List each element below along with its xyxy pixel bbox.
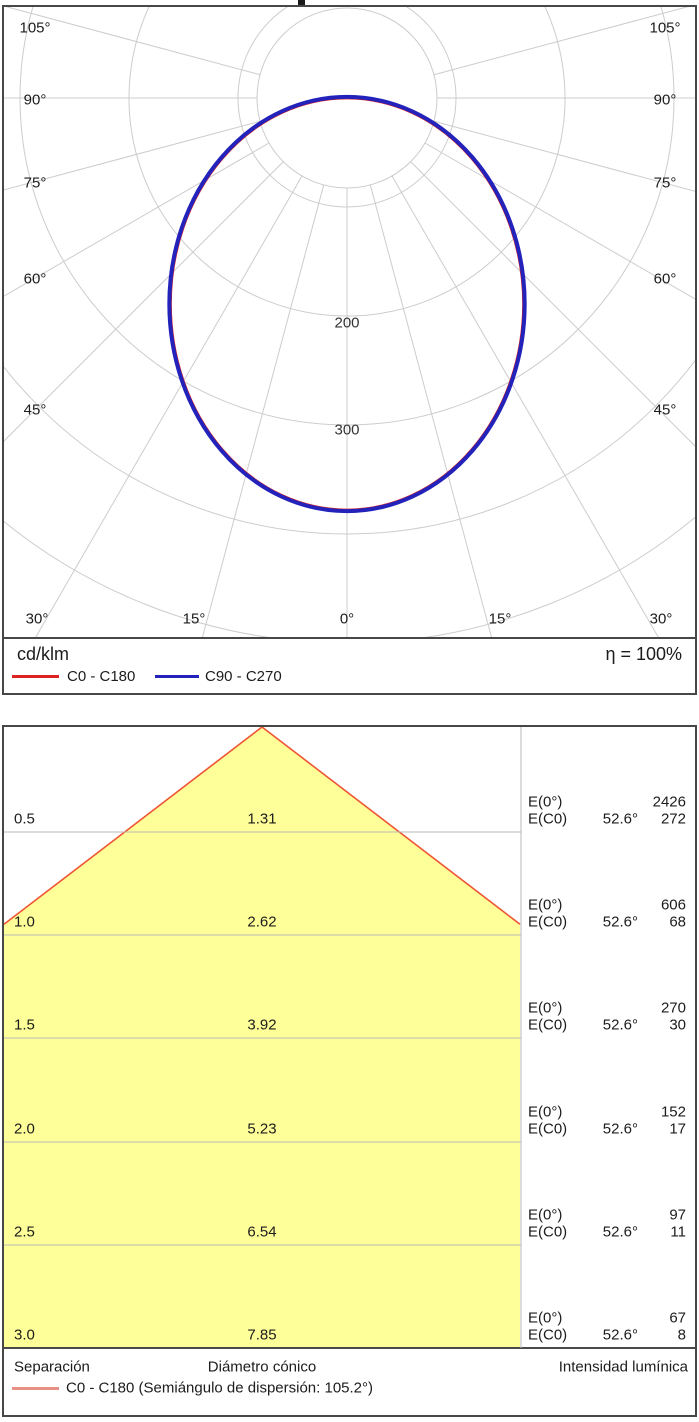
cone-legend-label: C0 - C180 (Semiángulo de dispersión: 105… bbox=[66, 1379, 374, 1397]
ec0-value: 272 bbox=[660, 810, 686, 828]
e0-label: E(0°) bbox=[528, 1309, 563, 1327]
separation-value: 3.0 bbox=[14, 1326, 35, 1344]
e0-value: 97 bbox=[669, 1206, 686, 1224]
polar-legend: cd/klm η = 100% C0 - C180 C90 - C270 bbox=[4, 639, 695, 693]
c0-c180-swatch bbox=[12, 675, 59, 678]
e0-label: E(0°) bbox=[528, 999, 563, 1017]
separation-value: 2.0 bbox=[14, 1120, 35, 1138]
separation-value: 1.5 bbox=[14, 1016, 35, 1034]
footer-diameter-label: Diámetro cónico bbox=[207, 1358, 317, 1376]
polar-angle-label-left: 105° bbox=[19, 19, 51, 37]
polar-angle-label-bottom: 30° bbox=[25, 610, 49, 628]
e0-value: 67 bbox=[669, 1309, 686, 1327]
cone-diameter-value: 6.54 bbox=[247, 1223, 277, 1241]
polar-angle-label-bottom: 15° bbox=[182, 610, 206, 628]
ec0-angle: 52.6° bbox=[602, 1223, 638, 1241]
polar-angle-label-left: 75° bbox=[23, 174, 47, 192]
ec0-label: E(C0) bbox=[528, 1016, 568, 1034]
separation-value: 0.5 bbox=[14, 810, 35, 828]
c0-c180-label: C0 - C180 bbox=[67, 668, 136, 685]
polar-diagram-panel: 105° 90° 75° 60° 45° 105° 90° 75° 60° 45° 30° 15° 0°… bbox=[2, 5, 697, 695]
polar-ring-value-label: 200 bbox=[334, 314, 360, 332]
e0-value: 152 bbox=[660, 1103, 686, 1121]
e0-value: 606 bbox=[660, 896, 686, 914]
efficiency-label: η = 100% bbox=[605, 644, 682, 664]
polar-angle-label-right: 90° bbox=[653, 91, 677, 109]
ec0-value: 8 bbox=[677, 1326, 686, 1344]
cone-diameter-value: 2.62 bbox=[247, 913, 277, 931]
polar-angle-label-right: 75° bbox=[653, 174, 677, 192]
ec0-angle: 52.6° bbox=[602, 913, 638, 931]
cone-diameter-value: 7.85 bbox=[247, 1326, 277, 1344]
polar-ring-value-label: 300 bbox=[334, 421, 360, 439]
e0-label: E(0°) bbox=[528, 793, 563, 811]
polar-angle-label-left: 60° bbox=[23, 270, 47, 288]
c90-c270-swatch bbox=[155, 675, 199, 678]
ec0-value: 30 bbox=[669, 1016, 686, 1034]
ec0-value: 68 bbox=[669, 913, 686, 931]
polar-angle-label-left: 90° bbox=[23, 91, 47, 109]
ec0-angle: 52.6° bbox=[602, 1326, 638, 1344]
cropped-title-artifact bbox=[298, 0, 305, 5]
cone-legend-swatch bbox=[12, 1387, 59, 1390]
ec0-angle: 52.6° bbox=[602, 1120, 638, 1138]
footer-intensity-label: Intensidad lumínica bbox=[558, 1358, 688, 1376]
e0-label: E(0°) bbox=[528, 1103, 563, 1121]
polar-angle-label-bottom: 15° bbox=[488, 610, 512, 628]
cone-diameter-value: 5.23 bbox=[247, 1120, 277, 1138]
cone-chart-svg bbox=[4, 727, 695, 1349]
cone-diameter-value: 1.31 bbox=[247, 810, 277, 828]
ec0-label: E(C0) bbox=[528, 810, 568, 828]
e0-label: E(0°) bbox=[528, 896, 563, 914]
polar-chart-area: 105° 90° 75° 60° 45° 105° 90° 75° 60° 45° 30° 15° 0°… bbox=[4, 7, 695, 639]
ec0-label: E(C0) bbox=[528, 1120, 568, 1138]
ec0-label: E(C0) bbox=[528, 1223, 568, 1241]
ec0-angle: 52.6° bbox=[602, 810, 638, 828]
ec0-angle: 52.6° bbox=[602, 1016, 638, 1034]
cone-diagram-panel: 0.5 1.31 E(0°) 2426 E(C0) 52.6° 272 1.0 2.62 E(0°… bbox=[2, 725, 697, 1417]
cone-diameter-value: 3.92 bbox=[247, 1016, 277, 1034]
polar-angle-label-bottom: 0° bbox=[339, 610, 355, 628]
polar-chart-svg bbox=[4, 7, 695, 637]
separation-value: 1.0 bbox=[14, 913, 35, 931]
ec0-value: 17 bbox=[669, 1120, 686, 1138]
separation-value: 2.5 bbox=[14, 1223, 35, 1241]
polar-angle-label-right: 60° bbox=[653, 270, 677, 288]
e0-value: 2426 bbox=[652, 793, 686, 811]
e0-value: 270 bbox=[660, 999, 686, 1017]
c90-c270-label: C90 - C270 bbox=[205, 668, 282, 685]
polar-angle-label-left: 45° bbox=[23, 401, 47, 419]
ec0-value: 11 bbox=[670, 1223, 686, 1241]
polar-angle-label-right: 105° bbox=[649, 19, 681, 37]
footer-separation-label: Separación bbox=[14, 1358, 90, 1376]
polar-angle-label-right: 45° bbox=[653, 401, 677, 419]
unit-label: cd/klm bbox=[17, 644, 70, 664]
ec0-label: E(C0) bbox=[528, 913, 568, 931]
ec0-label: E(C0) bbox=[528, 1326, 568, 1344]
e0-label: E(0°) bbox=[528, 1206, 563, 1224]
polar-angle-label-bottom: 30° bbox=[649, 610, 673, 628]
